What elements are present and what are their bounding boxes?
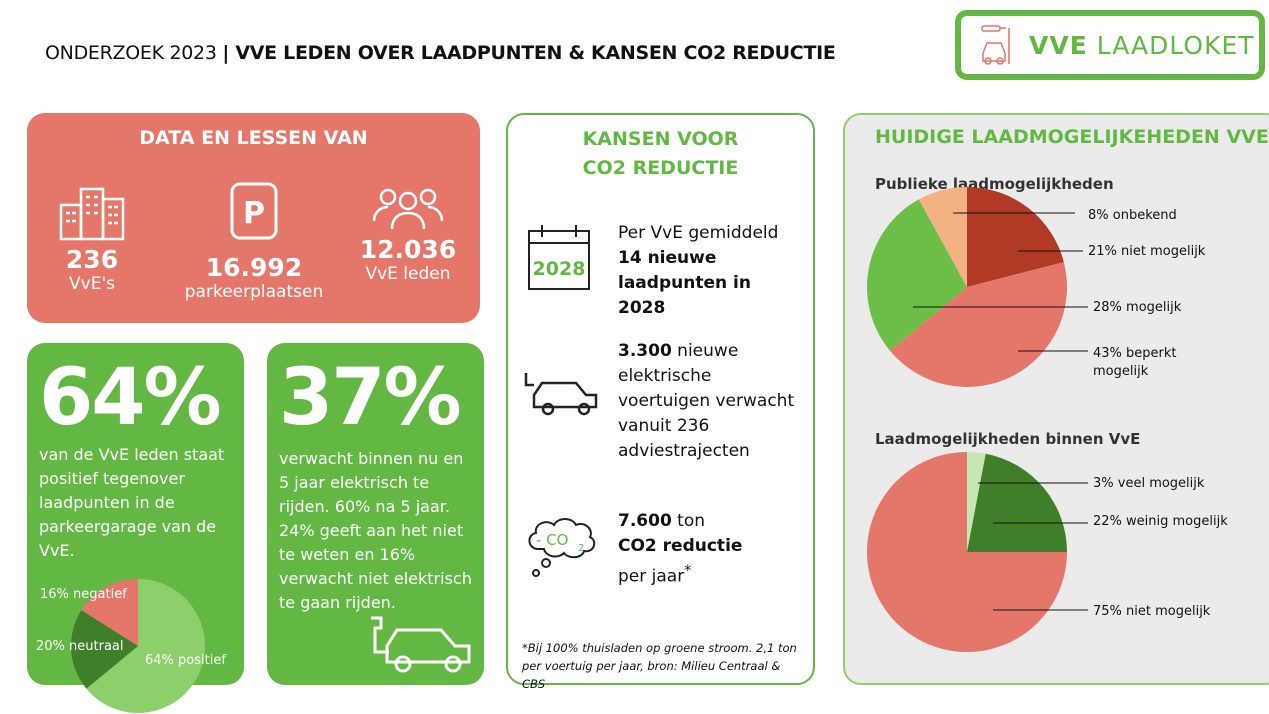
svg-text:2028: 2028 [533,258,586,280]
data-card: DATA EN LESSEN VAN 236 VvE's P 16.992 pa… [27,113,480,323]
pie-chart-positief: 16% negatief 20% neutraal 64% positief [36,579,226,713]
pie-slice [867,199,967,351]
electric-car-icon [524,373,598,416]
card-64-percent: 64% van de VvE leden staat positief tege… [27,343,244,685]
pie-label: 21% niet mogelijk [1088,244,1206,259]
pie-slice [967,187,1064,287]
co2-card-title: KANSEN VOOR CO2 REDUCTIE [582,128,739,179]
footnote: *Bij 100% thuisladen op groene stroom. 2… [522,641,797,691]
pie-label: 8% onbekend [1088,208,1177,223]
item-co2-reductie: 7.600 ton CO2 reductie per jaar* [618,511,743,587]
pie-slice [86,579,205,713]
item-laadpunten: Per VvE gemiddeld 14 nieuwe laadpunten in… [618,223,779,318]
pie-slice [967,453,1067,552]
co2-card: KANSEN VOOR CO2 REDUCTIE 2028 Per VvE gem… [506,113,815,691]
page-title: ONDERZOEK 2023 | VVE LEDEN OVER LAADPUNT… [45,42,836,64]
chart-title-binnen: Laadmogelijkheden binnen VvE [875,430,1141,448]
pie-label: 64% positief [145,653,226,668]
pie-slice [889,262,1067,387]
pie-label: 20% neutraal [36,639,124,654]
pie-label: 28% mogelijk [1093,300,1182,315]
pie-label: mogelijk [1093,364,1149,379]
buildings-icon [59,187,125,241]
data-card-title: DATA EN LESSEN VAN [139,127,368,149]
pie-label: 75% niet mogelijk [1093,604,1211,619]
svg-text:P: P [243,196,265,231]
pie-label: 3% veel mogelijk [1093,476,1205,491]
charging-car-icon [981,25,1010,65]
stat-parkeerplaatsen: P 16.992 parkeerplaatsen [179,181,329,302]
pie-slice [70,610,138,689]
electric-car-icon [371,616,471,673]
pie-slice [918,187,967,287]
svg-text:2: 2 [578,543,584,554]
co2-cloud-icon: - CO 2 [528,518,596,577]
item-voertuigen: 3.300 nieuwe elektrische voertuigen verw… [618,341,795,461]
stat-leden: 12.036 VvE leden [333,185,483,284]
logo: VVE LAADLOKET [955,10,1265,80]
svg-text:- CO: - CO [536,531,568,549]
pie-label: 16% negatief [40,587,127,602]
pie-slice [81,579,138,646]
pie-label: 43% beperkt [1093,346,1177,361]
pie-slice [867,452,1067,652]
pie-charts-laadmogelijkheden: 8% onbekend 21% niet mogelijk 28% mogelijk… [867,187,1228,652]
parking-icon: P [230,182,278,240]
right-card-title: HUIDIGE LAADMOGELIJKEHEDEN VVE [875,126,1269,148]
card-37-percent: 37% verwacht binnen nu en 5 jaar elektri… [267,343,484,685]
stat-vves: 236 VvE's [17,185,167,294]
calendar-icon: 2028 [528,225,590,290]
chart-title-publiek: Publieke laadmogelijkheden [875,175,1114,193]
pie-slice [967,452,986,552]
pie-label: 22% weinig mogelijk [1093,514,1228,529]
people-icon [372,188,444,230]
